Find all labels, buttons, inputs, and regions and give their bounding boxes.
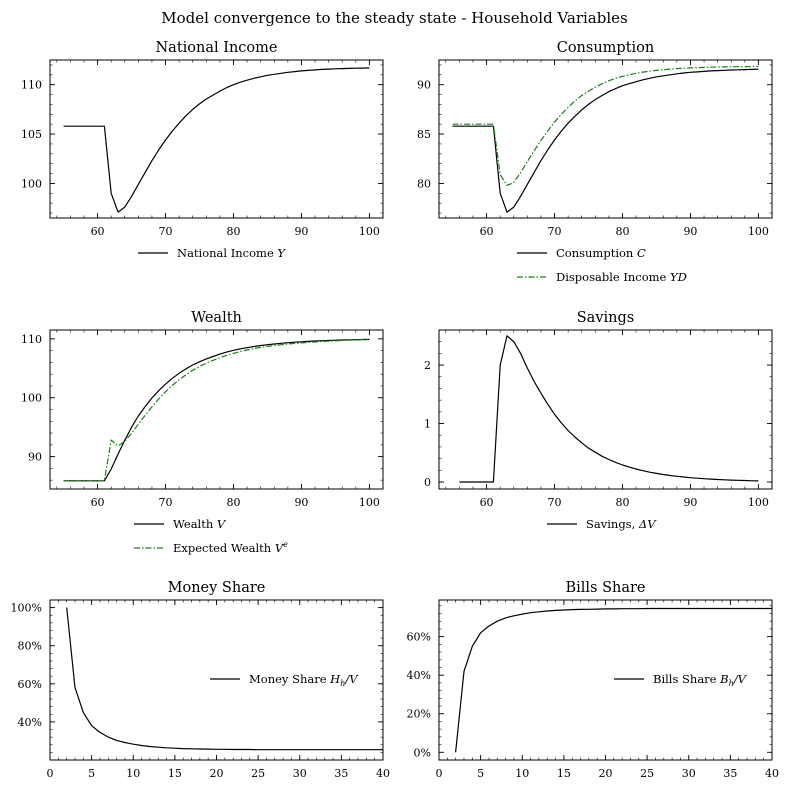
y-tick-label: 90: [28, 451, 42, 464]
y-tick-label: 110: [21, 79, 42, 92]
y-tick-label: 110: [21, 333, 42, 346]
axes-frame: [49, 59, 384, 219]
x-tick-label: 20: [210, 767, 224, 780]
x-tick-label: 20: [599, 767, 613, 780]
x-tick-label: 5: [477, 767, 484, 780]
y-tick-label: 2: [424, 359, 431, 372]
x-tick-label: 40: [765, 767, 779, 780]
axes-frame: [438, 329, 773, 490]
panel-6: Bills Share 0 5 10 15 20 25 30 35 40 0% 20% 40% 60% Bi…: [407, 580, 779, 780]
x-tick-label: 35: [334, 767, 348, 780]
x-tick-label: 90: [683, 225, 697, 238]
x-tick-label: 70: [159, 225, 173, 238]
x-tick-label: 0: [436, 767, 443, 780]
figure-title: Model convergence to the steady state - …: [161, 9, 627, 27]
x-tick-label: 60: [480, 225, 494, 238]
x-tick-label: 25: [251, 767, 265, 780]
y-tick-label: 0: [424, 476, 431, 489]
x-tick-label: 80: [615, 496, 629, 509]
series-line-1: [63, 338, 370, 482]
x-tick-label: 70: [548, 496, 562, 509]
y-tick-label: 1: [424, 418, 431, 431]
legend-label-2: Expected Wealth Ve: [173, 540, 288, 555]
x-tick-label: 60: [91, 496, 105, 509]
y-tick-label: 105: [21, 128, 42, 141]
x-tick-label: 35: [723, 767, 737, 780]
y-tick-label: 100: [21, 392, 42, 405]
y-tick-label: 40%: [407, 669, 431, 682]
series-line-1: [63, 67, 370, 213]
x-tick-label: 90: [683, 496, 697, 509]
x-tick-label: 100: [359, 496, 380, 509]
y-tick-label: 100%: [11, 602, 42, 615]
series-line-1: [459, 335, 759, 483]
legend-label-1: Consumption C: [556, 246, 646, 260]
y-tick-label: 60%: [407, 631, 431, 644]
y-tick-label: 40%: [18, 716, 42, 729]
panel-1: National Income 60 70 80 90 100 100 105 110 Natio…: [21, 40, 384, 260]
series-line-1: [452, 68, 759, 213]
legend-label-1: Savings, ΔV: [586, 517, 657, 531]
x-tick-label: 90: [294, 225, 308, 238]
y-tick-label: 20%: [407, 708, 431, 721]
panel-4: Savings 60 70 80 90 100 0 1 2 Savings, ΔV: [424, 310, 773, 531]
y-tick-label: 0%: [414, 746, 431, 759]
series-line-2: [63, 338, 370, 482]
x-tick-label: 80: [615, 225, 629, 238]
x-tick-label: 30: [682, 767, 696, 780]
y-tick-label: 100: [21, 177, 42, 190]
y-tick-label: 80%: [18, 640, 42, 653]
panel-title: National Income: [155, 40, 277, 56]
series-line-1: [455, 607, 772, 753]
x-tick-label: 70: [159, 496, 173, 509]
x-tick-label: 0: [47, 767, 54, 780]
x-tick-label: 15: [168, 767, 182, 780]
x-tick-label: 60: [91, 225, 105, 238]
panel-5: Money Share 0 5 10 15 20 25 30 35 40 40% 60% 80% 100%…: [11, 580, 390, 780]
x-tick-label: 10: [515, 767, 529, 780]
x-tick-label: 80: [226, 225, 240, 238]
panel-title: Wealth: [191, 310, 242, 326]
panel-title: Bills Share: [565, 580, 645, 596]
x-tick-label: 90: [294, 496, 308, 509]
y-tick-label: 85: [417, 128, 431, 141]
y-tick-label: 80: [417, 177, 431, 190]
legend-label-1: Wealth V: [173, 517, 227, 531]
x-tick-label: 70: [548, 225, 562, 238]
x-tick-label: 100: [748, 496, 769, 509]
x-tick-label: 25: [640, 767, 654, 780]
panel-3: Wealth 60 70 80 90 100 90 100 110 Wealth V Expecte…: [21, 310, 384, 555]
legend-label-1: Money Share Hh/V: [249, 672, 359, 688]
panel-2: Consumption 60 70 80 90 100 80 85 90 Consumption …: [417, 40, 773, 284]
panel-title: Savings: [577, 310, 634, 326]
y-tick-label: 90: [417, 79, 431, 92]
x-tick-label: 40: [376, 767, 390, 780]
legend-label-1: Bills Share Bh/V: [653, 672, 748, 688]
panel-title: Consumption: [557, 40, 655, 56]
y-tick-label: 60%: [18, 678, 42, 691]
legend-label-2: Disposable Income YD: [556, 270, 687, 284]
x-tick-label: 80: [226, 496, 240, 509]
axes-frame: [438, 59, 773, 219]
axes-frame: [49, 329, 384, 490]
series-line-2: [452, 65, 759, 186]
series-line-1: [66, 607, 383, 751]
panel-title: Money Share: [168, 580, 266, 596]
legend-label-1: National Income Y: [177, 246, 286, 260]
x-tick-label: 15: [557, 767, 571, 780]
x-tick-label: 10: [126, 767, 140, 780]
x-tick-label: 5: [88, 767, 95, 780]
x-tick-label: 60: [480, 496, 494, 509]
x-tick-label: 30: [293, 767, 307, 780]
x-tick-label: 100: [748, 225, 769, 238]
x-tick-label: 100: [359, 225, 380, 238]
